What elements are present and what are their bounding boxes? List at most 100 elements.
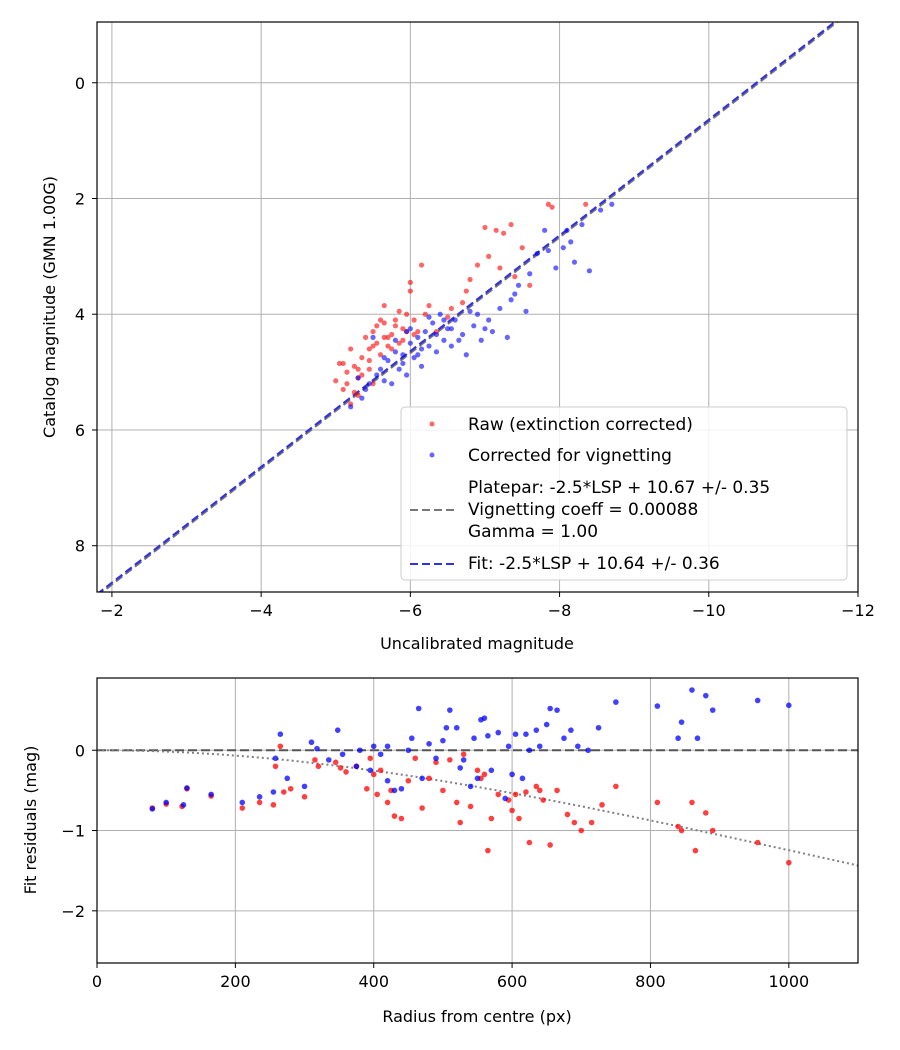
corrected-residual-point bbox=[277, 731, 284, 737]
corrected-point bbox=[400, 360, 406, 367]
top-x-tick-label: −10 bbox=[692, 601, 726, 620]
legend: Raw (extinction corrected) Corrected for… bbox=[400, 406, 848, 581]
raw-point bbox=[374, 323, 380, 329]
corrected-residual-point bbox=[709, 707, 716, 713]
raw-residual-point bbox=[678, 827, 685, 834]
corrected-residual-point bbox=[533, 727, 540, 733]
corrected-residual-point bbox=[554, 707, 560, 713]
corrected-point bbox=[568, 239, 574, 245]
raw-residual-point bbox=[457, 819, 464, 826]
corrected-residual-point bbox=[457, 765, 464, 771]
raw-point bbox=[392, 323, 399, 329]
raw-residual-point bbox=[488, 815, 495, 822]
raw-residual-point bbox=[588, 819, 595, 826]
corrected-residual-point bbox=[561, 735, 567, 742]
corrected-point bbox=[430, 320, 436, 326]
corrected-point bbox=[445, 326, 451, 332]
raw-residual-point bbox=[419, 805, 425, 811]
corrected-point bbox=[463, 352, 469, 358]
top-y-tick-label: 2 bbox=[75, 189, 85, 208]
raw-residual-point bbox=[509, 807, 515, 814]
top-y-tick-label: 4 bbox=[75, 305, 85, 324]
raw-residual-point bbox=[467, 803, 474, 810]
top-x-tick-label: −6 bbox=[399, 601, 423, 620]
top-chart: −2 −4 −6 −8 −10 −12 0 2 4 6 8 Uncalibrated magnit… bbox=[40, 21, 875, 653]
corrected-residual-point bbox=[426, 741, 432, 747]
raw-point bbox=[359, 355, 365, 361]
corrected-point bbox=[418, 346, 425, 352]
corrected-point bbox=[385, 357, 391, 364]
corrected-point bbox=[489, 328, 496, 335]
raw-point bbox=[512, 274, 518, 280]
corrected-residual-point bbox=[408, 735, 415, 742]
raw-point bbox=[474, 262, 481, 268]
raw-point bbox=[359, 372, 365, 378]
legend-vignetting-label: Vignetting coeff = 0.00088 bbox=[468, 500, 698, 520]
legend-platepar-label: Platepar: -2.5*LSP + 10.67 +/- 0.35 bbox=[468, 478, 770, 498]
corrected-point bbox=[482, 326, 488, 332]
corrected-residual-point bbox=[180, 802, 187, 808]
vignetting-model-curve bbox=[97, 749, 858, 867]
raw-point bbox=[411, 317, 417, 323]
raw-residual-point bbox=[332, 759, 339, 766]
legend-raw-label: Raw (extinction corrected) bbox=[468, 415, 693, 435]
corrected-point bbox=[504, 334, 510, 340]
corrected-residual-point bbox=[149, 806, 156, 812]
corrected-residual-point bbox=[270, 789, 277, 795]
top-y-tick-label: 0 bbox=[75, 74, 85, 93]
corrected-point bbox=[404, 328, 410, 335]
corrected-residual-point bbox=[613, 699, 619, 705]
corrected-residual-point bbox=[367, 767, 374, 774]
top-y-tick-label: 6 bbox=[75, 421, 85, 440]
raw-point bbox=[355, 392, 361, 398]
raw-residual-point bbox=[554, 787, 560, 794]
raw-residual-point bbox=[481, 771, 488, 778]
corrected-residual-point bbox=[440, 737, 446, 744]
top-plot-frame bbox=[96, 21, 859, 593]
raw-point bbox=[366, 346, 372, 352]
raw-point bbox=[400, 337, 406, 343]
raw-residual-point bbox=[440, 787, 446, 794]
raw-residual-point bbox=[412, 755, 419, 762]
corrected-point bbox=[422, 328, 428, 335]
corrected-point bbox=[433, 331, 440, 338]
corrected-point bbox=[478, 337, 484, 343]
raw-residual-point bbox=[315, 763, 322, 770]
corrected-point bbox=[366, 381, 372, 387]
corrected-point bbox=[359, 395, 365, 401]
raw-point bbox=[407, 288, 413, 294]
bottom-y-tick-label: −1 bbox=[61, 822, 85, 841]
legend-raw-marker bbox=[429, 421, 435, 427]
raw-residual-point bbox=[377, 767, 384, 774]
top-x-axis-label: Uncalibrated magnitude bbox=[380, 634, 574, 653]
raw-residual-point bbox=[571, 819, 578, 826]
corrected-point bbox=[571, 259, 578, 265]
raw-residual-point bbox=[474, 767, 481, 774]
raw-point bbox=[370, 381, 376, 387]
corrected-residual-point bbox=[353, 763, 360, 770]
corrected-residual-point bbox=[419, 775, 425, 782]
raw-residual-point bbox=[689, 799, 695, 806]
corrected-point bbox=[448, 343, 454, 349]
raw-residual-point bbox=[692, 847, 699, 854]
corrected-point bbox=[348, 404, 354, 410]
corrected-residual-point bbox=[654, 703, 661, 709]
corrected-point bbox=[377, 366, 384, 372]
legend-fit-label: Fit: -2.5*LSP + 10.64 +/- 0.36 bbox=[468, 554, 720, 574]
corrected-point bbox=[396, 366, 402, 372]
corrected-point bbox=[400, 352, 406, 358]
raw-residual-point bbox=[703, 810, 709, 816]
corrected-point bbox=[370, 334, 376, 340]
raw-point bbox=[348, 346, 354, 352]
raw-residual-point bbox=[485, 847, 491, 854]
corrected-point bbox=[553, 265, 559, 271]
bottom-x-axis-label: Radius from centre (px) bbox=[382, 1007, 571, 1026]
raw-residual-point bbox=[447, 757, 453, 763]
corrected-point bbox=[389, 381, 395, 387]
corrected-point bbox=[418, 363, 425, 369]
corrected-residual-point bbox=[405, 747, 412, 754]
bottom-y-tick-label: −2 bbox=[61, 902, 85, 921]
corrected-residual-point bbox=[547, 705, 553, 712]
bottom-x-tick-label: 600 bbox=[497, 972, 528, 991]
